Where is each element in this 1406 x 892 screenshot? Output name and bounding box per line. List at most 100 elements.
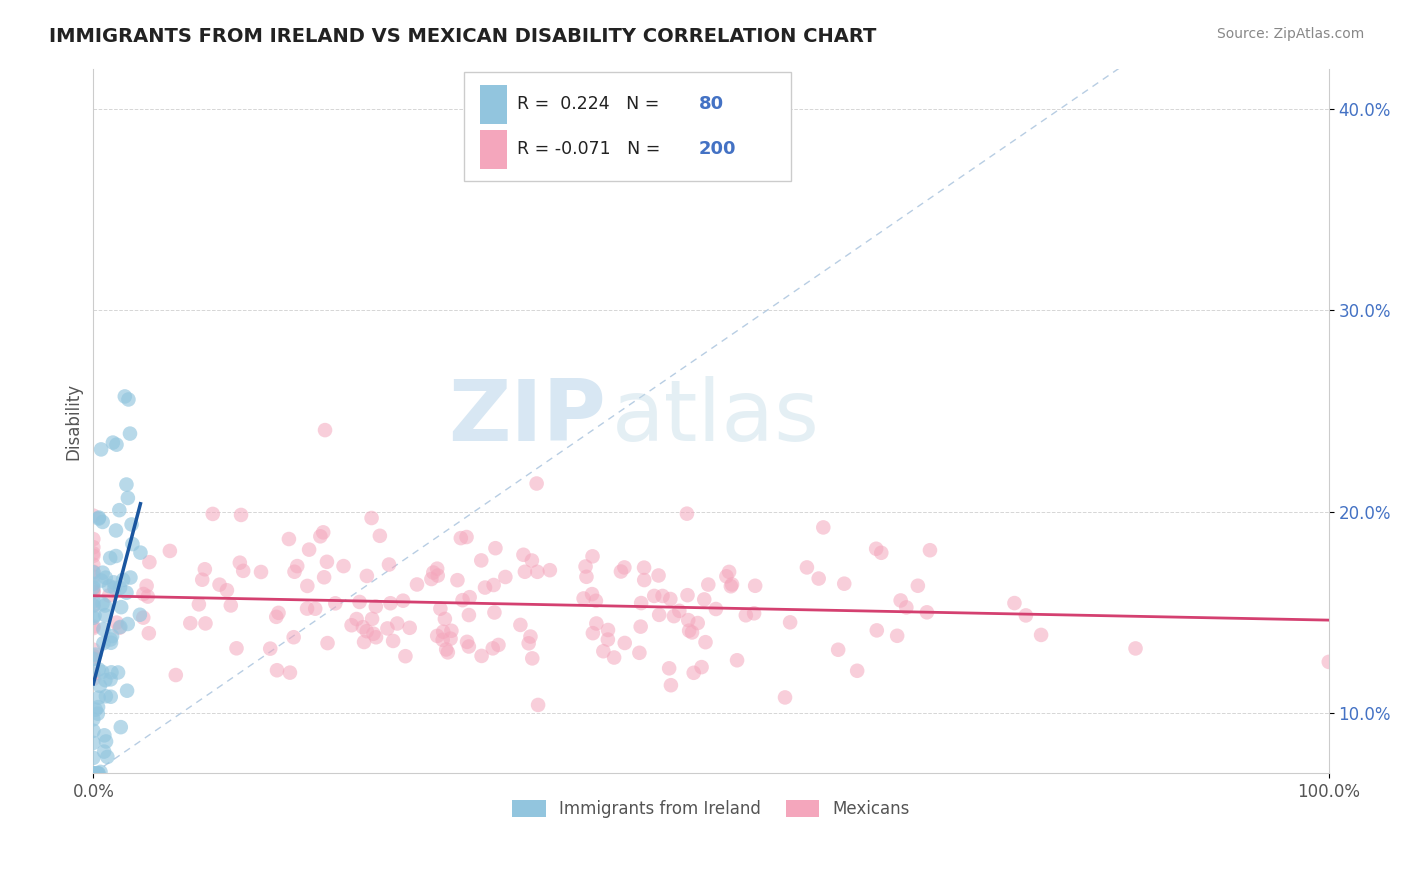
Text: 80: 80 bbox=[699, 95, 724, 113]
Point bbox=[470, 553, 492, 567]
Point bbox=[94, 571, 117, 585]
Point bbox=[690, 660, 713, 674]
Point bbox=[82, 583, 104, 598]
Point bbox=[527, 698, 550, 712]
Point bbox=[773, 690, 796, 705]
Point bbox=[364, 630, 387, 644]
Point bbox=[91, 566, 114, 580]
Point bbox=[110, 620, 132, 634]
Point bbox=[110, 600, 132, 615]
Point bbox=[82, 599, 104, 613]
Point bbox=[697, 577, 720, 591]
Point bbox=[91, 665, 114, 679]
Point bbox=[526, 565, 548, 579]
Point bbox=[662, 609, 685, 624]
Point bbox=[353, 635, 375, 649]
Point bbox=[82, 712, 104, 726]
Point bbox=[433, 612, 456, 626]
Point bbox=[658, 661, 681, 675]
Text: Source: ZipAtlas.com: Source: ZipAtlas.com bbox=[1216, 27, 1364, 41]
Point bbox=[439, 632, 461, 646]
Point bbox=[633, 573, 655, 587]
Point bbox=[668, 604, 690, 618]
Point bbox=[98, 551, 121, 566]
Legend: Immigrants from Ireland, Mexicans: Immigrants from Ireland, Mexicans bbox=[506, 794, 917, 825]
Point bbox=[89, 679, 111, 693]
Point bbox=[481, 641, 503, 656]
Point bbox=[191, 573, 214, 587]
Point bbox=[215, 583, 238, 598]
Point bbox=[659, 592, 682, 607]
Point bbox=[458, 590, 481, 604]
Point bbox=[250, 565, 273, 579]
Point bbox=[82, 532, 104, 546]
Point bbox=[368, 529, 391, 543]
Point bbox=[165, 668, 187, 682]
Point bbox=[82, 621, 104, 635]
Point bbox=[484, 606, 506, 620]
Point bbox=[82, 619, 104, 633]
Point bbox=[356, 569, 378, 583]
Point bbox=[458, 608, 481, 623]
Point bbox=[807, 572, 830, 586]
Point bbox=[98, 589, 121, 603]
Point bbox=[84, 648, 107, 662]
Point bbox=[82, 642, 104, 657]
Point bbox=[651, 589, 673, 603]
Point bbox=[93, 622, 115, 636]
Point bbox=[422, 566, 444, 580]
Point bbox=[94, 673, 117, 688]
Point bbox=[84, 703, 107, 717]
Point bbox=[136, 590, 159, 604]
Point bbox=[575, 570, 598, 584]
Point bbox=[574, 559, 596, 574]
Point bbox=[101, 435, 124, 450]
Point bbox=[380, 596, 402, 610]
Point bbox=[647, 568, 669, 582]
Point bbox=[346, 612, 368, 626]
Point bbox=[87, 766, 110, 780]
Point bbox=[725, 653, 748, 667]
Point bbox=[107, 665, 129, 680]
Point bbox=[352, 620, 374, 634]
Text: R = -0.071   N =: R = -0.071 N = bbox=[517, 140, 661, 158]
Point bbox=[432, 624, 454, 639]
Point bbox=[630, 596, 652, 610]
Point bbox=[108, 503, 131, 517]
Point bbox=[734, 608, 756, 623]
Point bbox=[613, 636, 636, 650]
Point bbox=[82, 672, 104, 686]
Bar bbox=[479, 129, 508, 169]
Point bbox=[678, 613, 700, 627]
Point bbox=[82, 766, 104, 780]
Point bbox=[283, 565, 305, 579]
Point bbox=[426, 562, 449, 576]
Point bbox=[138, 626, 160, 640]
Point bbox=[138, 555, 160, 569]
Point bbox=[82, 766, 104, 780]
Point bbox=[121, 537, 143, 551]
Point bbox=[316, 555, 339, 569]
Point bbox=[82, 611, 104, 625]
Point bbox=[648, 607, 671, 622]
Point bbox=[846, 664, 869, 678]
Point bbox=[82, 766, 104, 780]
Point bbox=[232, 564, 254, 578]
Point bbox=[82, 599, 104, 613]
Point bbox=[100, 665, 122, 680]
Point bbox=[115, 477, 138, 491]
Point bbox=[82, 751, 104, 765]
Point bbox=[132, 587, 155, 601]
Point bbox=[406, 577, 429, 591]
Point bbox=[103, 581, 125, 595]
Point bbox=[82, 565, 104, 579]
Point bbox=[295, 601, 318, 615]
Point bbox=[87, 766, 110, 780]
Point bbox=[267, 606, 290, 620]
Point bbox=[98, 579, 121, 593]
Point bbox=[866, 624, 889, 638]
Text: atlas: atlas bbox=[612, 376, 820, 459]
Point bbox=[813, 520, 835, 534]
Point bbox=[332, 559, 354, 574]
Point bbox=[1015, 608, 1038, 623]
